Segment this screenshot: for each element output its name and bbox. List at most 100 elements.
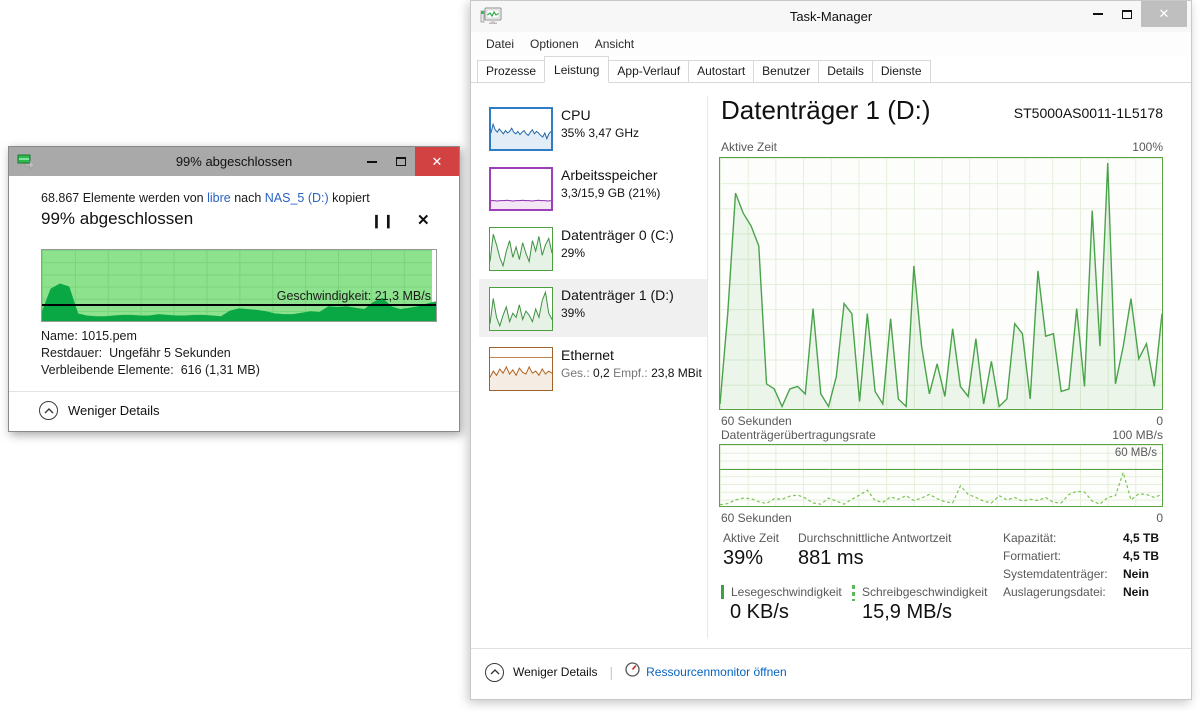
footer-separator: | — [609, 664, 614, 680]
less-details-button[interactable]: Weniger Details — [39, 401, 160, 420]
tab-app-verlauf[interactable]: App-Verlauf — [608, 60, 690, 83]
window-maximize-button[interactable] — [1112, 1, 1141, 27]
pause-button[interactable]: ❙❙ — [371, 213, 395, 228]
active-time-stat-value: 39% — [723, 547, 764, 569]
sidebar-ethernet-subtitle: Ges.: 0,2 Empf.: 23,8 MBit — [561, 366, 702, 380]
footer-divider — [9, 391, 459, 392]
memory-mini-chart — [489, 167, 553, 211]
dialog-close-button[interactable]: ✕ — [415, 147, 459, 176]
sidebar-item-arbeitsspeicher[interactable]: Arbeitsspeicher 3,3/15,9 GB (21%) — [479, 159, 707, 217]
speed-label: Geschwindigkeit: 21,3 MB/s — [276, 289, 431, 303]
file-name-label: Name: — [41, 329, 78, 343]
dialog-minimize-button[interactable] — [357, 147, 386, 176]
less-details-label: Weniger Details — [513, 665, 598, 679]
time-remaining-value: Ungefähr 5 Sekunden — [109, 346, 231, 360]
task-manager-icon — [480, 7, 502, 31]
capacity-value: 4,5 TB — [1123, 531, 1160, 545]
window-close-button[interactable]: ✕ — [1141, 1, 1187, 27]
sidebar-memory-subtitle: 3,3/15,9 GB (21%) — [561, 186, 661, 200]
copy-speed-graph — [42, 250, 436, 321]
read-speed-value: 0 KB/s — [730, 601, 789, 623]
copy-source-name: libre — [207, 191, 231, 205]
maximize-icon — [1121, 9, 1132, 19]
ethernet-mini-chart — [489, 347, 553, 391]
menu-bar: Datei Optionen Ansicht — [471, 32, 1191, 56]
less-details-button[interactable]: Weniger Details — [485, 662, 598, 682]
copy-files-icon — [17, 153, 35, 174]
resource-monitor-icon — [625, 662, 640, 682]
tab-benutzer[interactable]: Benutzer — [753, 60, 820, 83]
page-title: Datenträger 1 (D:) — [721, 95, 931, 125]
items-remaining-row: Verbleibende Elemente: 616 (1,31 MB) — [41, 363, 260, 377]
formatted-value: 4,5 TB — [1123, 549, 1160, 563]
menu-ansicht[interactable]: Ansicht — [594, 37, 635, 51]
x-axis-right-label: 0 — [1156, 414, 1163, 428]
time-remaining-row: Restdauer: Ungefähr 5 Sekunden — [41, 346, 231, 360]
copy-status-prefix: 68.867 Elemente werden von — [41, 191, 208, 205]
performance-tab-content: CPU 35% 3,47 GHz Arbeitsspeicher 3,3/15,… — [471, 83, 1191, 648]
sidebar-cpu-subtitle: 35% 3,47 GHz — [561, 126, 640, 140]
minimize-icon — [366, 160, 377, 163]
tab-leistung[interactable]: Leistung — [544, 56, 610, 83]
x-axis-left-label: 60 Sekunden — [721, 414, 792, 428]
window-minimize-button[interactable] — [1083, 1, 1112, 27]
sidebar-disk1-title: Datenträger 1 (D:) — [561, 287, 674, 303]
tab-details[interactable]: Details — [818, 60, 873, 83]
copy-status-line: 68.867 Elemente werden von libre nach NA… — [41, 191, 370, 205]
tab-dienste[interactable]: Dienste — [871, 60, 931, 83]
close-icon: ✕ — [431, 153, 443, 169]
sidebar-item-ethernet[interactable]: Ethernet Ges.: 0,2 Empf.: 23,8 MBit — [479, 339, 707, 397]
tab-bar: Prozesse Leistung App-Verlauf Autostart … — [471, 56, 1191, 83]
sidebar-ethernet-title: Ethernet — [561, 347, 614, 363]
tab-autostart[interactable]: Autostart — [688, 60, 755, 83]
disk1-mini-chart — [489, 287, 553, 331]
copy-dialog-titlebar[interactable]: 99% abgeschlossen ✕ — [9, 147, 459, 176]
ethernet-received-label: Empf.: — [613, 366, 648, 380]
disk-stats: Aktive Zeit Durchschnittliche Antwortzei… — [719, 531, 1163, 623]
sixty-mbs-line — [720, 469, 1162, 471]
transfer-rate-chart-header: Datenträgerübertragungsrate 100 MB/s — [721, 428, 1163, 442]
read-speed-label: Lesegeschwindigkeit — [721, 585, 842, 599]
active-time-stat-label: Aktive Zeit — [723, 531, 780, 545]
response-time-stat-value: 881 ms — [798, 547, 864, 569]
sidebar-item-datentraeger-0[interactable]: Datenträger 0 (C:) 29% — [479, 219, 707, 277]
file-name-value: 1015.pem — [81, 329, 137, 343]
page-file-label: Auslagerungsdatei: — [1003, 585, 1106, 599]
resource-monitor-label: Ressourcenmonitor öffnen — [646, 665, 787, 679]
maximize-icon — [395, 157, 406, 166]
copy-progress-chart: Geschwindigkeit: 21,3 MB/s — [41, 249, 437, 322]
dialog-maximize-button[interactable] — [386, 147, 415, 176]
sidebar-item-datentraeger-1[interactable]: Datenträger 1 (D:) 39% — [479, 279, 707, 337]
transfer-rate-max-label: 100 MB/s — [1112, 428, 1163, 442]
disk0-mini-chart — [489, 227, 553, 271]
window-title: Task-Manager — [789, 9, 873, 24]
copy-progress-dialog: 99% abgeschlossen ✕ 68.867 Elemente werd… — [8, 146, 460, 432]
sidebar-cpu-title: CPU — [561, 107, 591, 123]
cancel-copy-button[interactable]: ✕ — [417, 212, 430, 229]
disk1-detail-panel: Datenträger 1 (D:) ST5000AS0011-1L5178 A… — [719, 83, 1163, 648]
menu-optionen[interactable]: Optionen — [530, 37, 579, 51]
x-axis-left-label: 60 Sekunden — [721, 511, 792, 525]
tab-prozesse[interactable]: Prozesse — [477, 60, 546, 83]
file-name-row: Name: 1015.pem — [41, 329, 137, 343]
transfer-rate-x-axis: 60 Sekunden 0 — [721, 511, 1163, 525]
close-icon: ✕ — [1158, 6, 1170, 21]
system-disk-label: Systemdatenträger: — [1003, 567, 1108, 581]
sidebar-memory-title: Arbeitsspeicher — [561, 167, 658, 183]
chevron-up-icon — [485, 662, 504, 682]
menu-datei[interactable]: Datei — [486, 37, 515, 51]
taskmanager-titlebar[interactable]: Task-Manager ✕ — [471, 1, 1191, 32]
ethernet-sent-value: 0,2 — [593, 366, 610, 380]
write-speed-label: Schreibgeschwindigkeit — [852, 585, 987, 599]
response-time-stat-label: Durchschnittliche Antwortzeit — [798, 531, 952, 545]
time-remaining-label: Restdauer: — [41, 346, 103, 360]
active-time-chart — [719, 157, 1163, 410]
sidebar-item-cpu[interactable]: CPU 35% 3,47 GHz — [479, 99, 707, 157]
transfer-rate-chart: 60 MB/s — [719, 444, 1163, 507]
items-remaining-value: 616 (1,31 MB) — [180, 363, 260, 377]
copy-status-suffix: kopiert — [328, 191, 370, 205]
less-details-label: Weniger Details — [68, 403, 160, 418]
copy-progress-heading: 99% abgeschlossen — [41, 209, 194, 228]
open-resource-monitor-link[interactable]: Ressourcenmonitor öffnen — [625, 662, 787, 682]
ethernet-send-line — [490, 357, 552, 359]
